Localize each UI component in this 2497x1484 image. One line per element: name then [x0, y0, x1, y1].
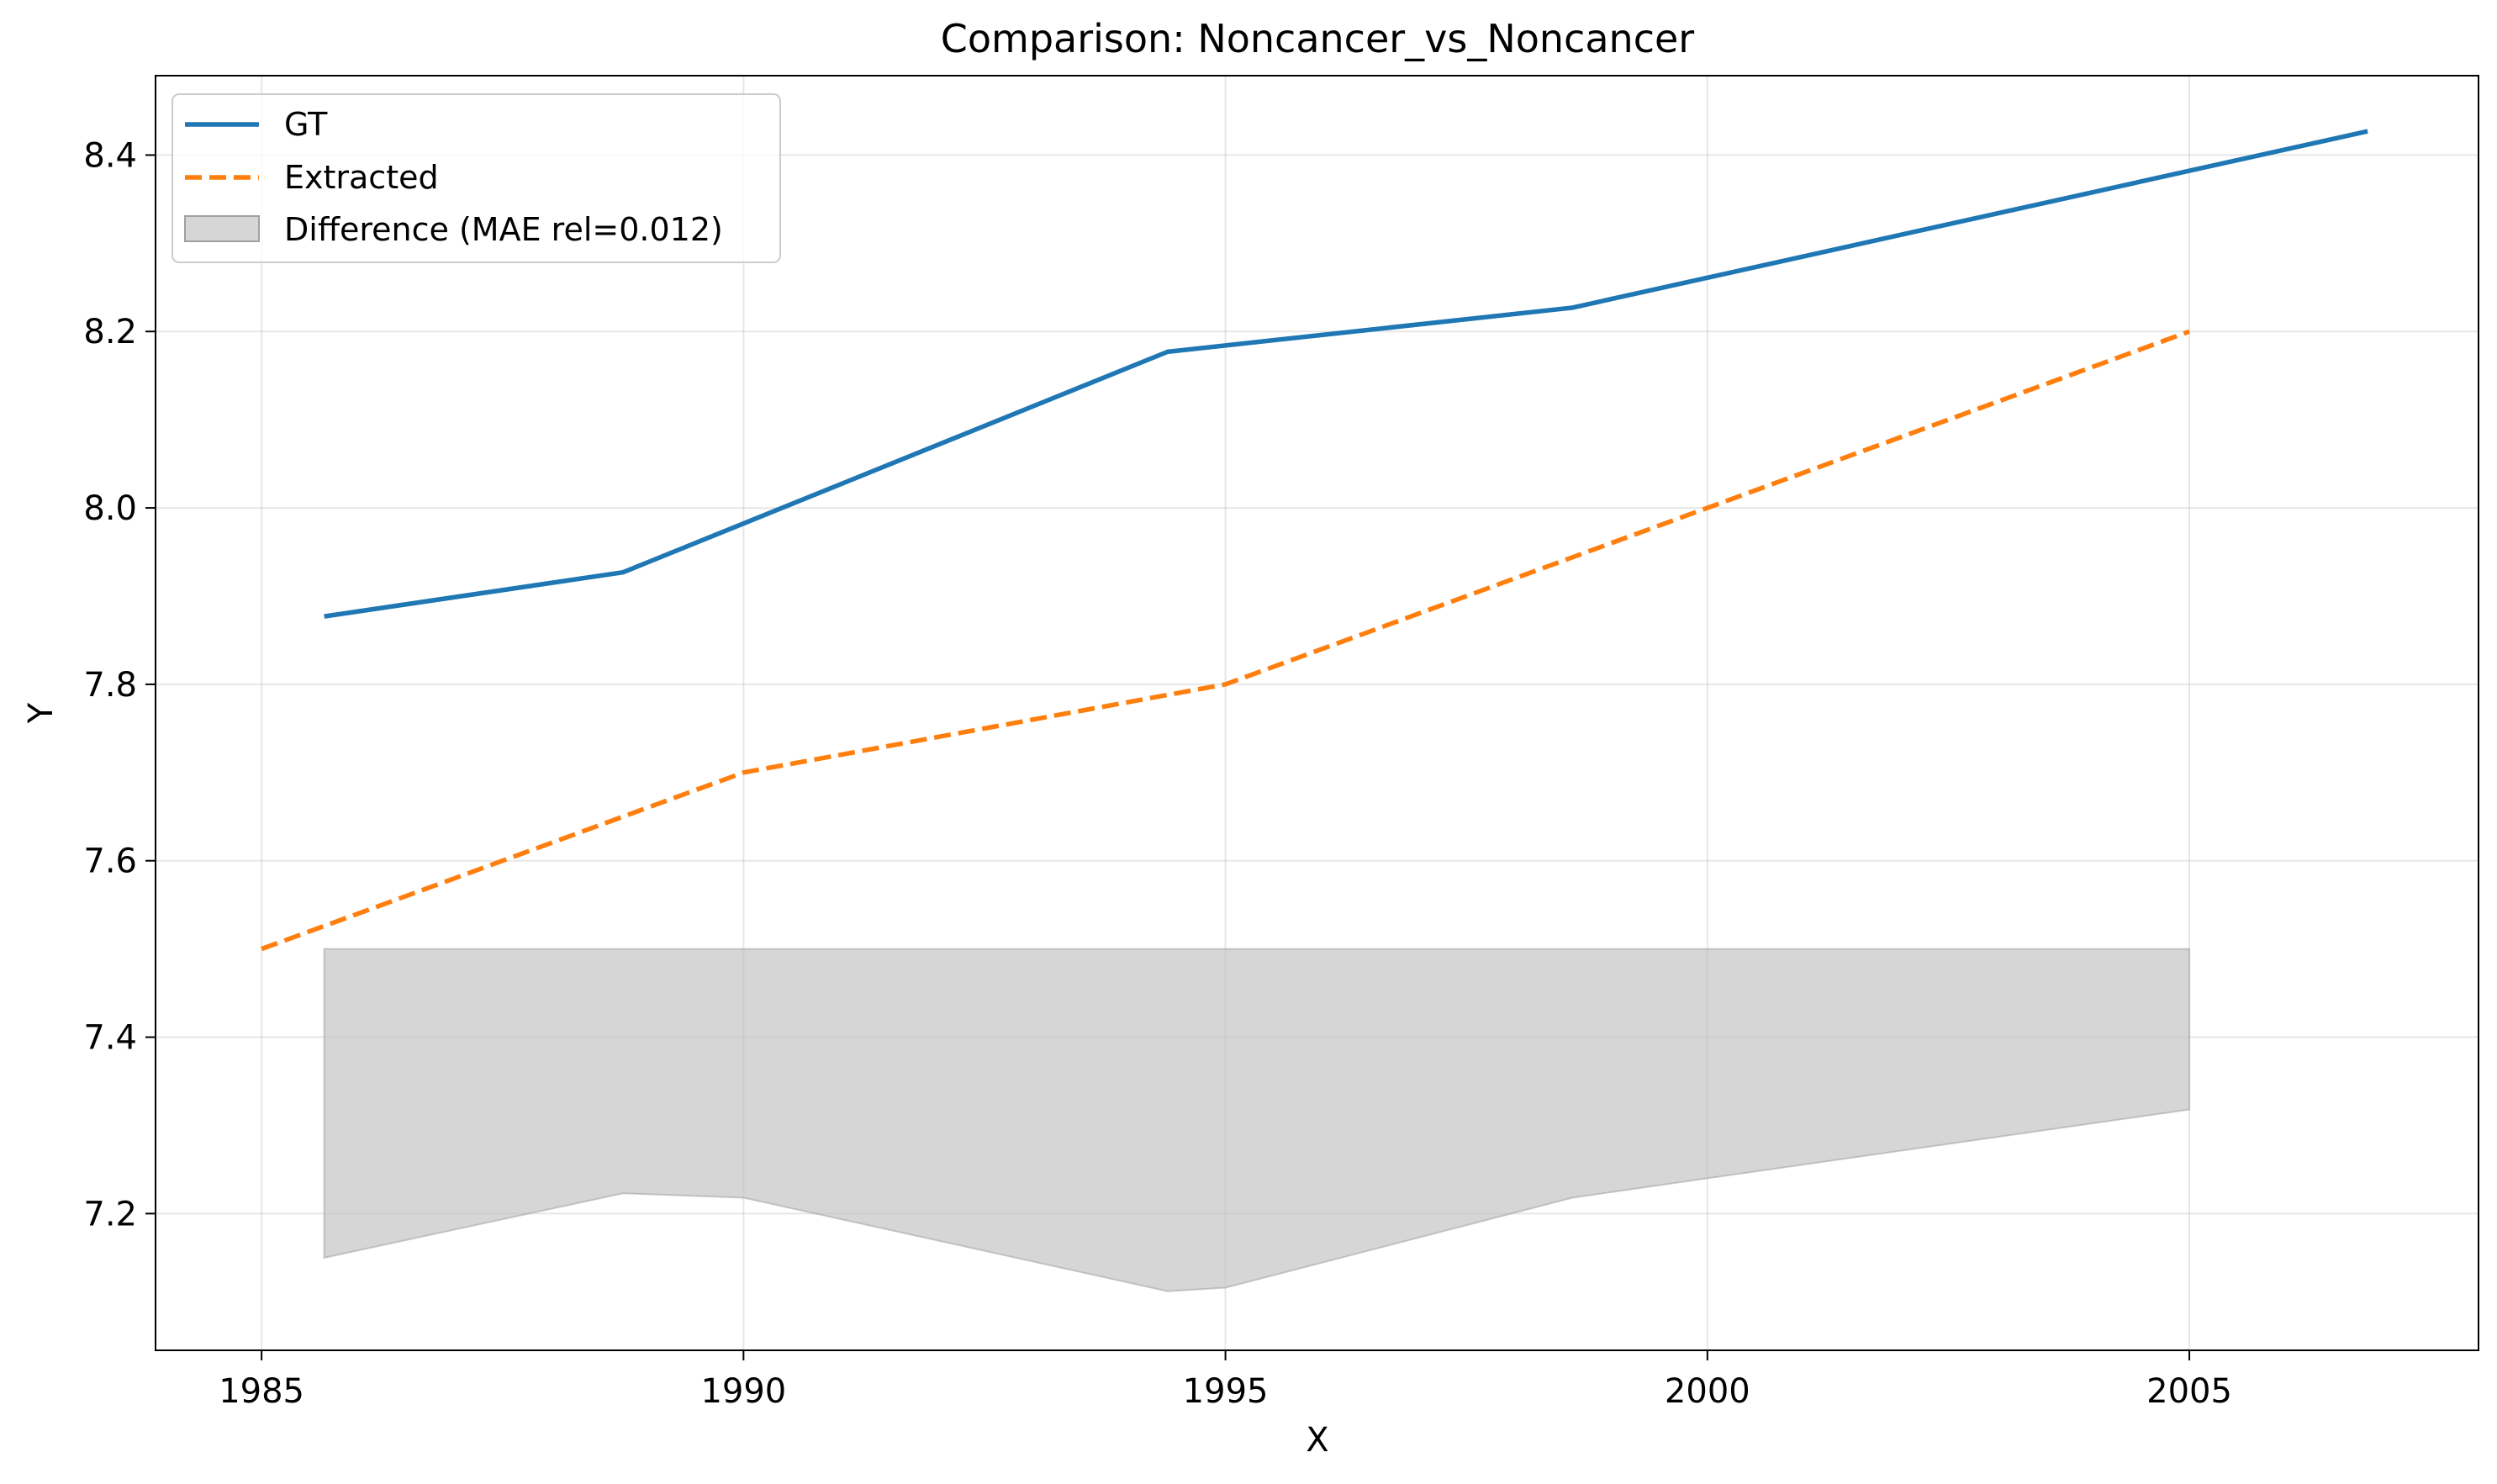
y-tick-label: 8.2	[83, 313, 137, 351]
y-tick-label: 7.8	[83, 666, 137, 705]
legend-frame	[172, 93, 781, 263]
difference-band	[323, 948, 2191, 1292]
x-tick-label: 1985	[219, 1372, 304, 1411]
y-tick-label: 7.4	[83, 1019, 137, 1058]
x-axis-ticks: 1985 1990 1995 2000 2005	[219, 1350, 2232, 1411]
plot-area-frame	[155, 75, 2479, 1351]
y-tick-label: 8.4	[83, 136, 137, 175]
y-tick-label: 7.6	[83, 842, 137, 881]
y-tick-label: 8.0	[83, 489, 137, 528]
chart-title: Comparison: Noncancer_vs_Noncancer	[941, 16, 1695, 61]
x-axis-label: X	[1306, 1421, 1328, 1460]
series-layer	[261, 129, 2368, 952]
legend: GT Extracted Difference (MAE rel=0.012)	[172, 93, 781, 263]
difference-layer	[323, 948, 2191, 1292]
y-tick-label: 7.2	[83, 1195, 137, 1233]
legend-extracted-label: Extracted	[284, 159, 439, 196]
series-line-extracted	[261, 329, 2191, 952]
x-tick-label: 1990	[700, 1372, 786, 1411]
y-axis-label: Y	[22, 702, 61, 724]
legend-difference-swatch	[184, 215, 260, 242]
x-tick-label: 1995	[1183, 1372, 1269, 1411]
legend-difference-label: Difference (MAE rel=0.012)	[284, 211, 723, 248]
y-axis-ticks: 7.2 7.4 7.6 7.8 8.0 8.2 8.4	[83, 136, 156, 1233]
x-tick-label: 2000	[1665, 1372, 1750, 1411]
x-tick-label: 2005	[2146, 1372, 2232, 1411]
series-line-gt	[324, 129, 2368, 619]
legend-gt-label: GT	[284, 106, 328, 143]
